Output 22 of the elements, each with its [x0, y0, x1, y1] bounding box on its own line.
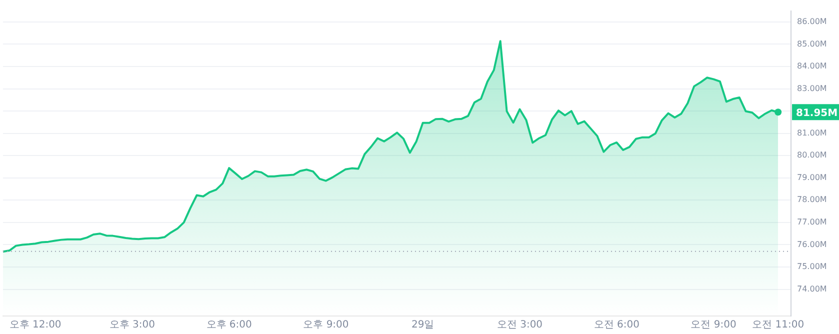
- y-tick-label: 83.00M: [797, 84, 827, 93]
- y-tick-label: 76.00M: [797, 240, 827, 249]
- x-tick-label: 오전 9:00: [690, 320, 736, 331]
- y-tick-label: 80.00M: [797, 150, 827, 160]
- y-tick-label: 84.00M: [797, 62, 827, 71]
- x-tick-label: 오전 3:00: [496, 320, 543, 331]
- y-tick-label: 74.00M: [797, 284, 827, 294]
- y-tick-label: 75.00M: [797, 262, 827, 272]
- x-tick-label: 오후 3:00: [109, 320, 155, 331]
- y-tick-label: 77.00M: [797, 218, 827, 227]
- y-tick-label: 86.00M: [797, 17, 827, 26]
- x-tick-label: 오전 11:00: [752, 320, 804, 331]
- y-tick-label: 81.00M: [797, 128, 827, 138]
- x-tick-label: 오전 6:00: [594, 320, 640, 331]
- x-tick-label: 오후 12:00: [9, 320, 62, 331]
- x-tick-label: 29일: [411, 320, 434, 331]
- y-tick-label: 79.00M: [797, 172, 827, 182]
- y-tick-label: 78.00M: [797, 195, 827, 204]
- x-tick-label: 오후 9:00: [303, 320, 349, 331]
- text: 81.95M: [796, 108, 838, 119]
- y-tick-label: 85.00M: [797, 39, 827, 48]
- x-tick-label: 오후 6:00: [206, 320, 252, 331]
